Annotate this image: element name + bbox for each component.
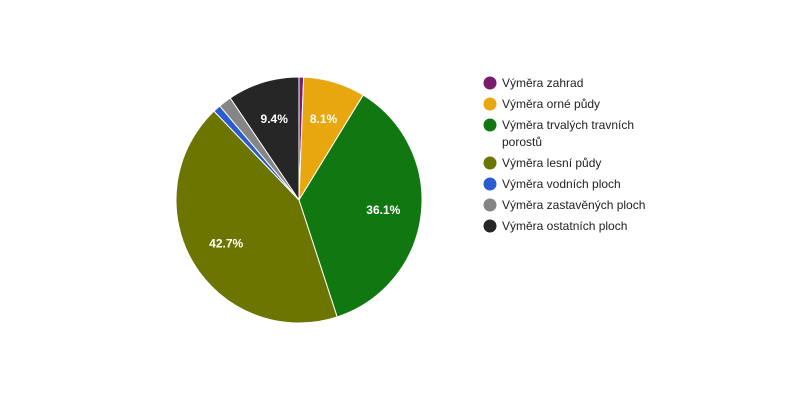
- legend-label: Výměra lesní půdy: [502, 156, 601, 170]
- legend-item-vymera-ostatnich-ploch[interactable]: Výměra ostatních ploch: [483, 219, 628, 233]
- legend-item-vymera-zahrad[interactable]: Výměra zahrad: [483, 76, 584, 90]
- chart-legend: Výměra zahrad Výměra orné půdy Výměra trva…: [483, 76, 646, 233]
- pie-slice-vymera-trvalych-travnich-porostu[interactable]: [298, 94, 423, 318]
- legend-label: Výměra zastavěných ploch: [502, 198, 645, 212]
- legend-label: Výměra trvalých travních: [502, 118, 634, 132]
- legend-swatch: [483, 177, 497, 191]
- legend-label: Výměra zahrad: [502, 76, 583, 90]
- legend-item-vymera-zastavenych-ploch[interactable]: Výměra zastavěných ploch: [483, 198, 646, 212]
- pie-slice-vymera-lesni-pudy[interactable]: [175, 110, 338, 324]
- legend-swatch: [483, 156, 497, 170]
- legend-swatch: [483, 97, 497, 111]
- legend-swatch: [483, 118, 497, 132]
- legend-label: porostů: [502, 135, 542, 149]
- slice-label-vymera-lesni-pudy: 42.7%: [209, 237, 243, 251]
- legend-item-vymera-trvalych-travnich-porostu[interactable]: Výměra trvalých travních porostů: [483, 118, 635, 149]
- legend-item-vymera-orne-pudy[interactable]: Výměra orné půdy: [483, 97, 601, 111]
- pie-slice-labels: 8.1% 36.1% 42.7% 9.4%: [209, 112, 400, 251]
- slice-label-vymera-orne-pudy: 8.1%: [310, 112, 338, 126]
- pie-slices: [175, 76, 423, 324]
- legend-item-vymera-lesni-pudy[interactable]: Výměra lesní půdy: [483, 156, 602, 170]
- legend-label: Výměra vodních ploch: [502, 177, 621, 191]
- legend-item-vymera-vodnich-ploch[interactable]: Výměra vodních ploch: [483, 177, 621, 191]
- legend-swatch: [483, 219, 497, 233]
- slice-label-vymera-ostatnich-ploch: 9.4%: [261, 112, 289, 126]
- legend-label: Výměra ostatních ploch: [502, 219, 627, 233]
- slice-label-vymera-trvalych-travnich-porostu: 36.1%: [366, 203, 400, 217]
- legend-swatch: [483, 198, 497, 212]
- pie-slice-vymera-ostatnich-ploch[interactable]: [229, 76, 300, 202]
- legend-swatch: [483, 76, 497, 90]
- legend-label: Výměra orné půdy: [502, 97, 600, 111]
